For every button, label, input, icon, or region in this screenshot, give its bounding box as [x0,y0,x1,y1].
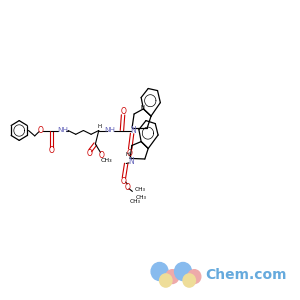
Text: O: O [38,126,44,135]
Text: O: O [127,149,133,158]
Text: O: O [49,146,55,155]
Text: CH₃: CH₃ [135,188,146,192]
Text: CH₃: CH₃ [130,200,141,204]
Text: N: N [128,158,134,166]
Text: O: O [99,151,104,160]
Text: CH₃: CH₃ [101,158,112,163]
Text: Chem.com: Chem.com [205,268,286,282]
Text: O: O [121,107,127,116]
Text: O: O [120,177,126,186]
Text: H: H [98,124,102,129]
Circle shape [160,274,172,287]
Circle shape [151,262,168,280]
Circle shape [166,270,179,283]
Circle shape [188,270,201,283]
Text: CH₃: CH₃ [135,195,146,200]
Text: NH: NH [57,127,68,133]
Circle shape [175,262,191,280]
Text: N: N [130,126,136,135]
Text: O: O [125,183,131,192]
Text: H: H [125,152,129,157]
Text: O: O [86,149,92,158]
Circle shape [183,274,195,287]
Text: NH: NH [105,127,116,133]
Text: H: H [140,105,144,110]
